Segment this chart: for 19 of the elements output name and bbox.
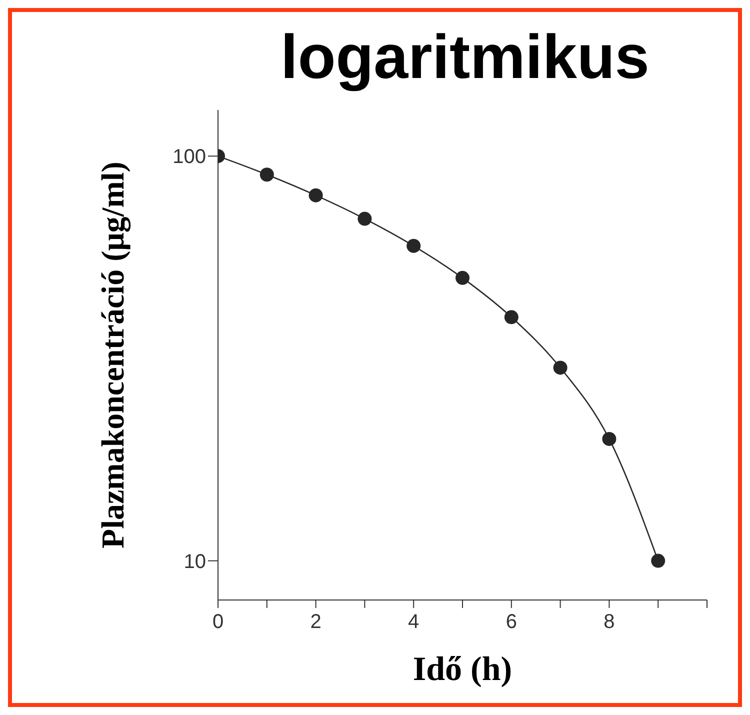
point xyxy=(602,432,616,446)
x-tick-label: 2 xyxy=(310,611,322,634)
x-tick-label: 8 xyxy=(604,611,615,634)
point xyxy=(260,168,274,182)
y-axis-title: Plazmakoncentráció (μg/ml) xyxy=(94,162,132,548)
x-tick-label: 4 xyxy=(408,611,420,634)
y-tick-label: 100 xyxy=(172,146,206,168)
y-tick-label: 10 xyxy=(184,550,206,573)
point xyxy=(456,270,470,285)
x-tick-label: 6 xyxy=(506,611,517,634)
point xyxy=(651,554,666,568)
point xyxy=(553,360,568,375)
point xyxy=(308,188,323,202)
x-tick-label: 0 xyxy=(212,611,224,634)
point xyxy=(504,310,518,324)
point xyxy=(406,238,421,253)
point xyxy=(358,212,372,226)
x-axis-title: Idő (h) xyxy=(412,651,512,688)
chart-title: logaritmikus xyxy=(280,22,650,93)
